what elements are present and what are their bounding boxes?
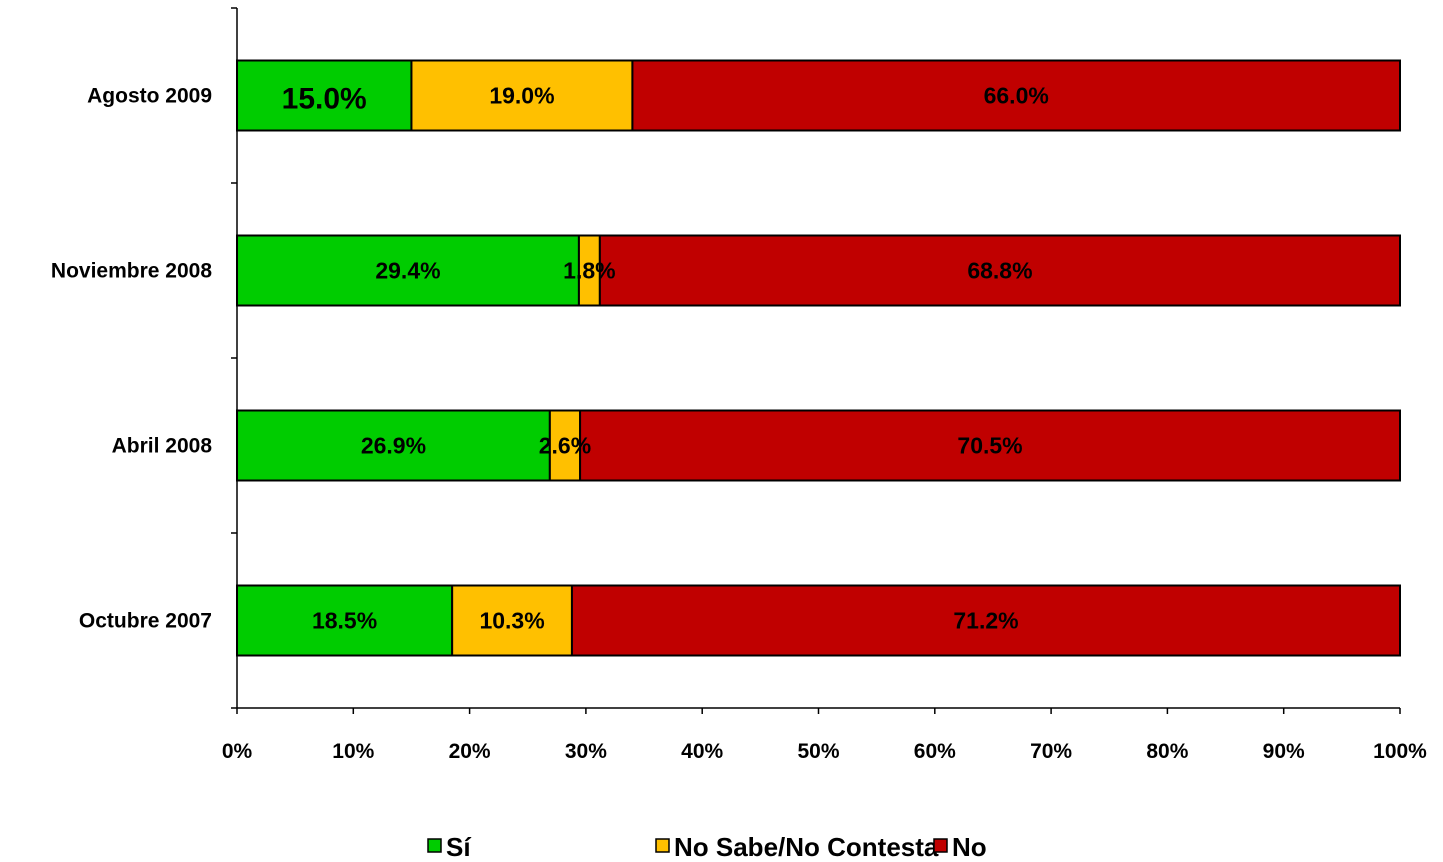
bar-no-agosto-2009 <box>631 59 1401 132</box>
x-tick-label: 10% <box>332 740 374 763</box>
data-label-no-octubre-2007: 71.2% <box>953 608 1018 634</box>
data-label-si-abril-2008: 26.9% <box>361 433 426 459</box>
bar-si-agosto-2009 <box>236 59 413 132</box>
data-label-si-agosto-2009: 15.0% <box>282 83 367 116</box>
bar-no-sabe-no-contesta-octubre-2007 <box>451 584 573 657</box>
x-tick-label: 50% <box>797 740 839 763</box>
legend-swatch-si <box>427 838 442 853</box>
x-tick-label: 80% <box>1146 740 1188 763</box>
bar-no-sabe-no-contesta-agosto-2009 <box>410 59 634 132</box>
data-label-no-sabe-no-contesta-noviembre-2008: 1.8% <box>563 258 615 284</box>
data-label-no-abril-2008: 70.5% <box>957 433 1022 459</box>
category-label-agosto-2009: Agosto 2009 <box>87 85 212 108</box>
legend: Sí No Sabe/No Contesta No <box>427 832 987 862</box>
x-tick-label: 40% <box>681 740 723 763</box>
category-label-noviembre-2008: Noviembre 2008 <box>51 260 212 283</box>
legend-label-no-sabe-no-contesta: No Sabe/No Contesta <box>674 832 939 862</box>
x-tick-label: 60% <box>914 740 956 763</box>
legend-label-si: Sí <box>446 832 471 862</box>
data-label-no-sabe-no-contesta-octubre-2007: 10.3% <box>479 608 544 634</box>
data-label-si-noviembre-2008: 29.4% <box>375 258 440 284</box>
bar-no-noviembre-2008 <box>598 234 1401 307</box>
x-tick-label: 0% <box>222 740 253 763</box>
legend-swatch-no <box>933 838 948 853</box>
data-label-no-sabe-no-contesta-agosto-2009: 19.0% <box>489 83 554 109</box>
data-label-si-octubre-2007: 18.5% <box>312 608 377 634</box>
category-label-abril-2008: Abril 2008 <box>112 435 213 458</box>
bar-no-octubre-2007 <box>570 584 1401 657</box>
data-label-no-sabe-no-contesta-abril-2008: 2.6% <box>539 433 591 459</box>
category-label-octubre-2007: Octubre 2007 <box>79 610 212 633</box>
data-labels-layer: 15.0% 19.0% 66.0% 29.4% 1.8% 68.8% 26.9% 2.6% 70… <box>282 83 1049 634</box>
legend-swatch-no-sabe-no-contesta <box>655 838 670 853</box>
legend-label-no: No <box>952 832 987 862</box>
bar-si-abril-2008 <box>236 409 551 482</box>
axes-layer: Agosto 2009 Noviembre 2008 Abril 2008 Octub… <box>51 7 1427 763</box>
x-tick-label: 30% <box>565 740 607 763</box>
x-tick-label: 70% <box>1030 740 1072 763</box>
data-label-no-noviembre-2008: 68.8% <box>967 258 1032 284</box>
bar-no-abril-2008 <box>579 409 1401 482</box>
x-tick-label: 90% <box>1263 740 1305 763</box>
x-tick-label: 20% <box>449 740 491 763</box>
bars-layer <box>236 59 1401 657</box>
x-tick-label: 100% <box>1373 740 1427 763</box>
data-label-no-agosto-2009: 66.0% <box>984 83 1049 109</box>
